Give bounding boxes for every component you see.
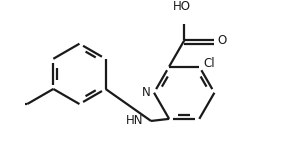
Text: HO: HO [173, 0, 191, 13]
Text: HN: HN [126, 114, 144, 128]
Text: Cl: Cl [204, 57, 215, 70]
Text: N: N [142, 86, 151, 99]
Text: O: O [218, 34, 227, 47]
